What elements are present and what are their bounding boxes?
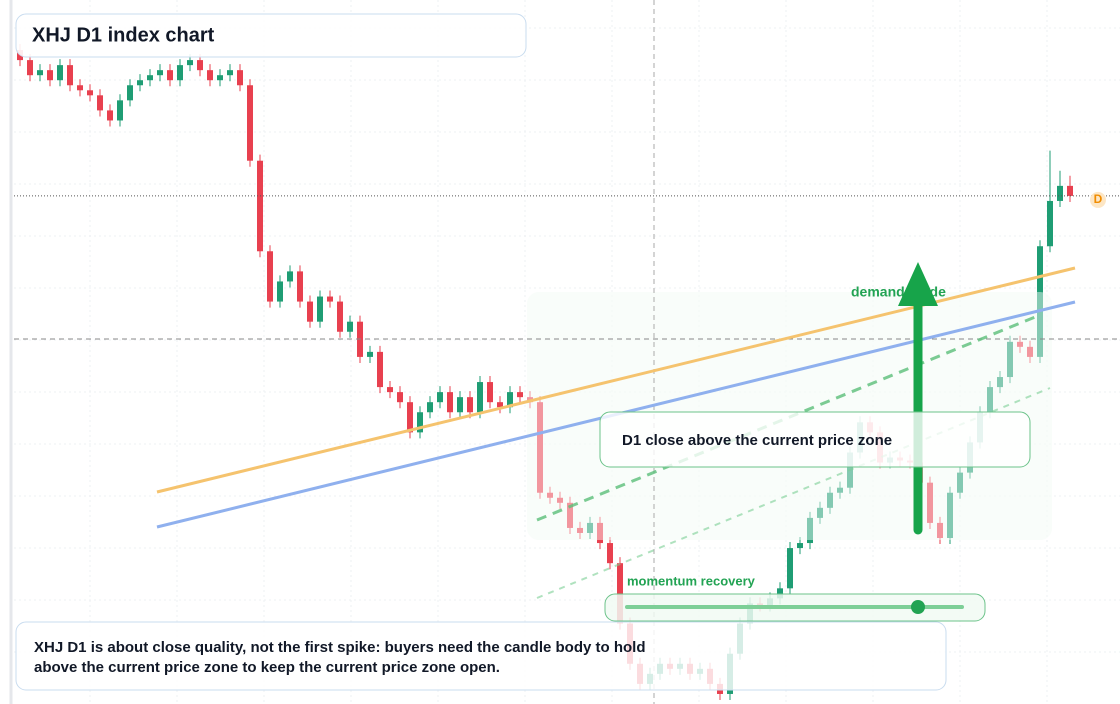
title-box (15, 13, 527, 58)
callout-box (599, 411, 1031, 468)
candle-body (397, 392, 403, 403)
candle-body (177, 65, 183, 81)
candle-body (1057, 185, 1063, 201)
candle-body (187, 60, 193, 66)
candle-body (987, 387, 993, 413)
candle-body (457, 397, 463, 413)
candle-body (497, 402, 503, 408)
candle-body (167, 70, 173, 81)
candle-body (427, 402, 433, 413)
candle-body (67, 65, 73, 86)
candle-body (777, 588, 783, 599)
chart-title: XHJ D1 index chart (32, 24, 215, 46)
note-box (15, 621, 947, 691)
candle-body (277, 281, 283, 302)
candle-body (507, 392, 513, 408)
candle-body (327, 296, 333, 302)
candle-body (107, 110, 113, 121)
candle-body (1047, 200, 1053, 247)
last-marker-dot (1090, 191, 1106, 208)
candle-body (537, 402, 543, 493)
candle-body (407, 402, 413, 433)
candle-body (247, 85, 253, 161)
candle-body (597, 522, 603, 544)
candle-body (827, 492, 833, 508)
candle-body (937, 522, 943, 539)
candle-body (227, 70, 233, 76)
candle-body (927, 482, 933, 523)
candle-body (1027, 346, 1033, 357)
candle-body (477, 382, 483, 413)
candle-body (787, 548, 793, 589)
candle-body (287, 271, 293, 282)
candle-body (957, 472, 963, 493)
arrow-head (898, 262, 938, 306)
candle-body (297, 271, 303, 302)
candle-body (37, 70, 43, 76)
candle-body (237, 70, 243, 86)
candle-body (387, 387, 393, 393)
candle-body (87, 90, 93, 96)
candle-body (337, 301, 343, 332)
candle-body (27, 60, 33, 76)
candle-body (447, 392, 453, 413)
candle-body (77, 85, 83, 91)
candle-body (377, 351, 383, 388)
candle-body (117, 100, 123, 121)
channel-line (536, 313, 1041, 522)
candle-body (267, 251, 273, 302)
note-line: above the current price zone to keep the… (34, 659, 500, 676)
candle-body (257, 160, 263, 252)
candle-body (517, 392, 523, 398)
candle-body (1007, 341, 1013, 378)
candle-body (837, 487, 843, 493)
last-marker: D (1094, 192, 1103, 206)
candle-body (947, 492, 953, 539)
candle-body (577, 527, 583, 533)
candle-body (607, 543, 613, 564)
candle-body (1037, 246, 1043, 357)
candle-body (137, 80, 143, 86)
candle-body (57, 65, 63, 81)
candle-body (307, 301, 313, 322)
note-line: XHJ D1 is about close quality, not the f… (34, 639, 646, 656)
candle-body (127, 85, 133, 101)
candle-body (367, 351, 373, 357)
candle-body (317, 296, 323, 322)
candle-body (47, 70, 53, 81)
candle-body (147, 75, 153, 81)
candle-body (1067, 185, 1073, 196)
candle-body (207, 70, 213, 81)
candle-body (467, 397, 473, 413)
candle-body (587, 522, 593, 533)
candle-body (797, 543, 803, 549)
momentum-knob (911, 600, 925, 614)
candle-body (97, 95, 103, 111)
callout-text: D1 close above the current price zone (622, 432, 892, 449)
candle-body (417, 412, 423, 433)
candle-body (997, 377, 1003, 388)
momentum-label: momentum recovery (627, 573, 756, 588)
candle-body (547, 492, 553, 498)
candle-body (1017, 341, 1023, 347)
candle-body (347, 321, 353, 332)
candle-body (487, 382, 493, 403)
candle-body (817, 507, 823, 518)
candle-body (157, 70, 163, 76)
candle-body (217, 75, 223, 81)
candle-body (437, 392, 443, 403)
candle-body (567, 502, 573, 528)
candle-body (807, 517, 813, 544)
candle-body (197, 60, 203, 71)
candle-body (557, 497, 563, 503)
candle-body (617, 563, 623, 624)
